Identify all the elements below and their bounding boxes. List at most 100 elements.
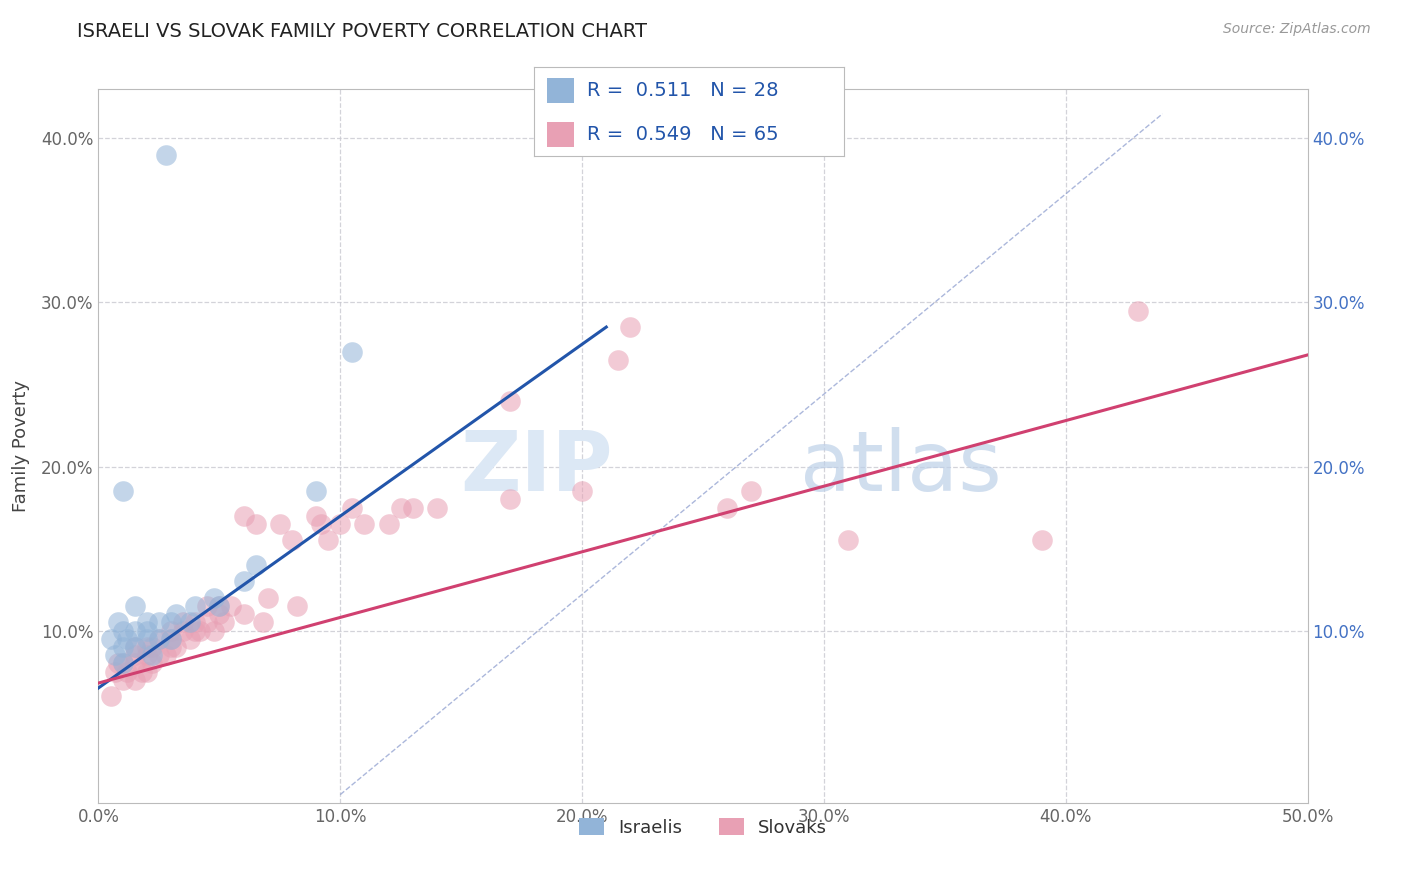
- Point: [204, 591, 226, 605]
- Point: [305, 508, 328, 523]
- Point: [245, 516, 267, 531]
- Point: [155, 648, 177, 662]
- Point: [135, 615, 157, 630]
- Point: [195, 615, 218, 630]
- Point: [208, 599, 231, 613]
- Point: [165, 640, 187, 654]
- Point: [100, 689, 122, 703]
- Point: [232, 508, 254, 523]
- Point: [208, 607, 231, 622]
- Point: [148, 615, 170, 630]
- Point: [619, 320, 641, 334]
- Point: [141, 640, 163, 654]
- Point: [188, 624, 211, 638]
- Point: [232, 607, 254, 622]
- Point: [179, 615, 201, 630]
- Point: [135, 632, 157, 646]
- Point: [232, 574, 254, 589]
- Point: [498, 393, 520, 408]
- Point: [111, 624, 134, 638]
- Point: [104, 648, 127, 662]
- Point: [135, 665, 157, 679]
- Point: [124, 624, 146, 638]
- Point: [740, 484, 762, 499]
- Point: [245, 558, 267, 572]
- Point: [155, 148, 177, 162]
- Text: ISRAELI VS SLOVAK FAMILY POVERTY CORRELATION CHART: ISRAELI VS SLOVAK FAMILY POVERTY CORRELA…: [77, 22, 647, 41]
- Point: [172, 615, 194, 630]
- Point: [111, 673, 134, 687]
- Point: [111, 484, 134, 499]
- Point: [221, 599, 243, 613]
- Point: [195, 599, 218, 613]
- Point: [1128, 303, 1150, 318]
- Legend: Israelis, Slovaks: Israelis, Slovaks: [571, 811, 835, 844]
- Point: [124, 640, 146, 654]
- Point: [124, 648, 146, 662]
- Point: [160, 624, 183, 638]
- Point: [111, 657, 134, 671]
- Point: [377, 516, 399, 531]
- Point: [269, 516, 291, 531]
- Point: [111, 640, 134, 654]
- Point: [160, 632, 183, 646]
- Point: [281, 533, 304, 548]
- Point: [124, 640, 146, 654]
- Text: atlas: atlas: [800, 427, 1001, 508]
- Y-axis label: Family Poverty: Family Poverty: [11, 380, 30, 512]
- Point: [389, 500, 412, 515]
- Point: [716, 500, 738, 515]
- Point: [285, 599, 308, 613]
- Point: [329, 516, 352, 531]
- Point: [117, 632, 139, 646]
- Point: [141, 657, 163, 671]
- Text: ZIP: ZIP: [460, 427, 613, 508]
- Point: [316, 533, 339, 548]
- Point: [111, 657, 134, 671]
- Point: [172, 624, 194, 638]
- Point: [402, 500, 425, 515]
- Point: [117, 665, 139, 679]
- Point: [305, 484, 328, 499]
- Point: [184, 615, 207, 630]
- Point: [148, 632, 170, 646]
- Point: [184, 599, 207, 613]
- Point: [131, 665, 153, 679]
- Point: [342, 500, 364, 515]
- Point: [342, 344, 364, 359]
- Point: [160, 615, 183, 630]
- Point: [141, 648, 163, 662]
- Point: [309, 516, 332, 531]
- Point: [256, 591, 278, 605]
- Text: R =  0.549   N = 65: R = 0.549 N = 65: [586, 125, 779, 145]
- Text: R =  0.511   N = 28: R = 0.511 N = 28: [586, 80, 779, 100]
- FancyBboxPatch shape: [547, 122, 575, 147]
- Point: [148, 648, 170, 662]
- Point: [124, 673, 146, 687]
- Point: [148, 632, 170, 646]
- Point: [124, 599, 146, 613]
- Point: [1031, 533, 1053, 548]
- Point: [204, 624, 226, 638]
- Point: [135, 640, 157, 654]
- Point: [160, 632, 183, 646]
- Point: [107, 615, 129, 630]
- FancyBboxPatch shape: [547, 78, 575, 103]
- Point: [571, 484, 593, 499]
- Point: [353, 516, 375, 531]
- Point: [160, 640, 183, 654]
- Point: [426, 500, 449, 515]
- Point: [179, 632, 201, 646]
- Point: [135, 648, 157, 662]
- Point: [837, 533, 859, 548]
- Point: [165, 607, 187, 622]
- Point: [184, 624, 207, 638]
- Point: [135, 624, 157, 638]
- Point: [252, 615, 274, 630]
- Point: [100, 632, 122, 646]
- Point: [607, 352, 630, 367]
- Point: [104, 665, 127, 679]
- Point: [124, 657, 146, 671]
- Point: [212, 615, 235, 630]
- Point: [498, 492, 520, 507]
